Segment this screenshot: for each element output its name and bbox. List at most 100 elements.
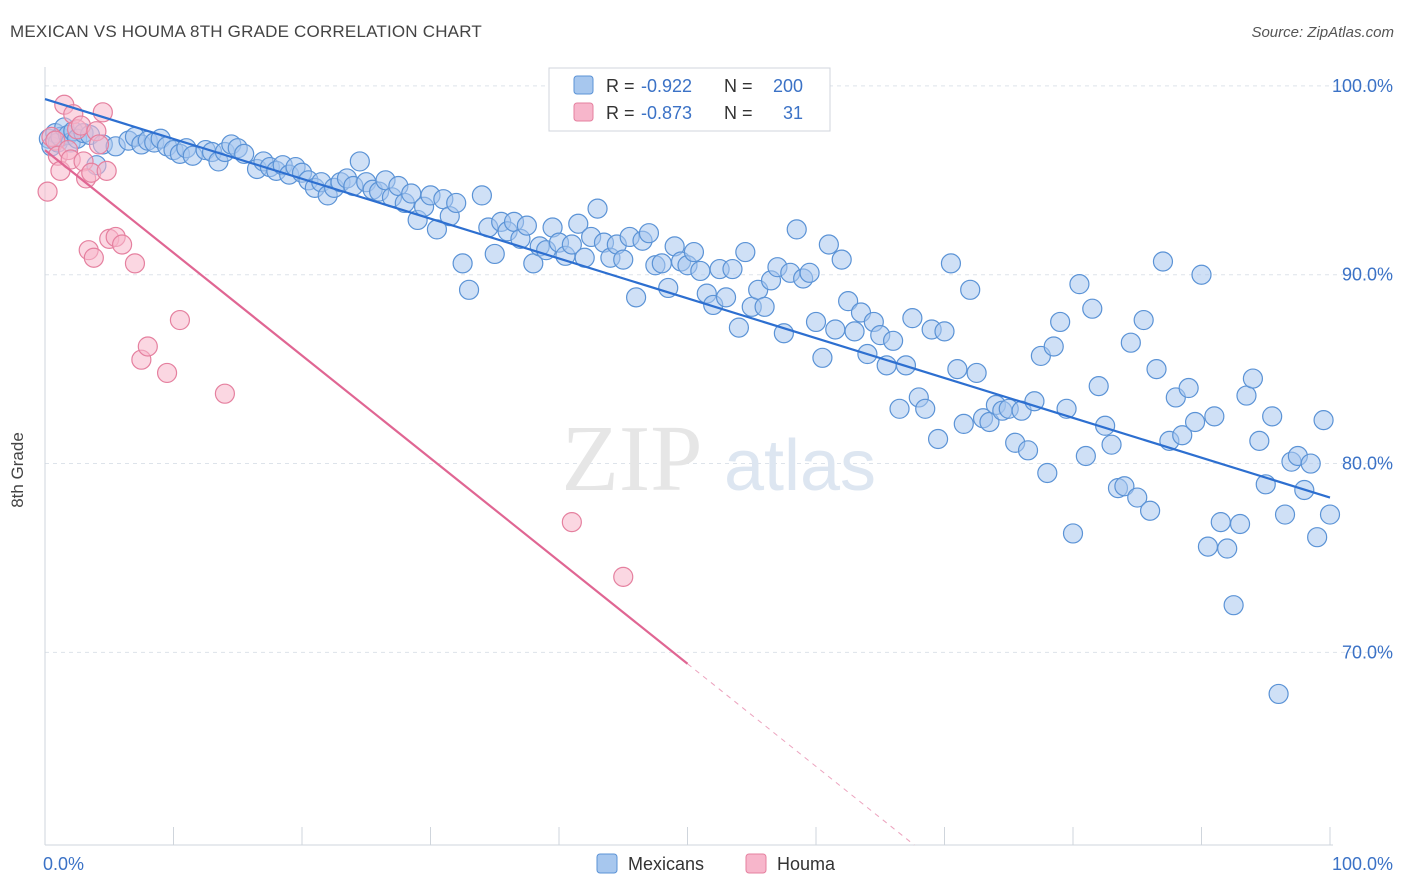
data-point <box>156 362 178 384</box>
trend-line-houma <box>44 149 689 665</box>
data-point <box>1172 425 1193 446</box>
data-point <box>1146 359 1167 380</box>
source-label: Source: ZipAtlas.com <box>1251 24 1394 41</box>
data-point <box>1236 385 1257 406</box>
data-point <box>651 253 672 274</box>
data-point <box>88 134 110 155</box>
data-point <box>1274 504 1296 525</box>
data-point <box>960 279 981 300</box>
data-point <box>446 192 467 214</box>
data-point <box>1037 462 1058 484</box>
data-point <box>1184 411 1206 433</box>
data-point <box>1268 683 1289 705</box>
data-point <box>927 428 949 450</box>
legend-r-value: -0.922 <box>641 76 692 96</box>
data-point <box>1152 251 1174 272</box>
data-point <box>1062 523 1084 544</box>
data-point <box>1319 504 1341 525</box>
data-point <box>683 241 705 263</box>
data-point <box>561 234 582 255</box>
data-point <box>214 383 235 404</box>
data-point <box>1249 430 1270 451</box>
axes <box>44 67 1333 846</box>
bottom-legend-label: Mexicans <box>628 854 704 874</box>
data-point <box>773 323 794 344</box>
data-point <box>754 296 775 317</box>
bottom-legend-swatch-houma <box>745 853 767 874</box>
y-tick-label: 100.0% <box>1332 76 1393 96</box>
data-point <box>953 413 974 434</box>
data-point <box>1300 453 1321 474</box>
data-point <box>568 213 589 234</box>
x-tick-label: 0.0% <box>43 854 84 874</box>
data-point <box>799 262 820 283</box>
legend-box-frame <box>548 67 831 132</box>
data-point <box>1223 595 1244 616</box>
mexicans-points <box>38 117 1341 705</box>
data-point <box>902 308 923 329</box>
data-point <box>1178 377 1199 399</box>
data-point <box>915 398 936 419</box>
bottom-legend: Mexicans Houma <box>596 853 836 874</box>
y-tick-label: 90.0% <box>1342 265 1393 285</box>
data-point <box>1313 410 1334 431</box>
data-point <box>124 253 146 274</box>
legend-n-label: N = <box>724 76 753 96</box>
data-point <box>1262 406 1283 427</box>
data-point <box>484 243 505 265</box>
data-point <box>1043 336 1064 357</box>
data-point <box>92 102 113 123</box>
data-point <box>812 347 833 368</box>
bottom-legend-swatch-mexicans <box>596 853 618 874</box>
trend-lines <box>44 98 1331 846</box>
data-point <box>934 321 955 342</box>
y-tick-label: 80.0% <box>1342 454 1393 474</box>
data-point <box>966 362 987 384</box>
watermark-zip: ZIP <box>562 407 703 511</box>
data-point <box>1120 332 1141 353</box>
data-point <box>786 219 807 240</box>
data-point <box>1101 434 1122 455</box>
watermark: ZIP atlas <box>562 407 877 511</box>
legend-box: R = -0.922 N = 200 R = -0.873 N = 31 <box>548 67 831 132</box>
data-point <box>111 234 133 255</box>
data-point <box>137 336 158 357</box>
data-point <box>638 223 660 244</box>
data-point <box>735 241 756 263</box>
trend-line-houma-extension <box>687 663 915 846</box>
data-point <box>1069 274 1090 295</box>
data-point <box>1075 445 1096 467</box>
data-point <box>728 317 750 338</box>
data-point <box>889 398 910 419</box>
data-point <box>690 260 711 282</box>
data-point <box>96 160 117 181</box>
data-point <box>882 330 904 351</box>
legend-n-value: 200 <box>773 76 803 96</box>
grid-lines <box>45 85 1390 653</box>
data-point <box>947 359 968 380</box>
y-tick-label: 70.0% <box>1342 642 1393 662</box>
data-point <box>1307 527 1328 548</box>
data-point <box>844 321 865 342</box>
data-point <box>1217 538 1238 559</box>
data-point <box>1229 513 1251 535</box>
data-point <box>37 181 58 202</box>
data-point <box>587 198 608 219</box>
data-point <box>1191 264 1212 285</box>
legend-swatch-mexicans <box>573 75 594 95</box>
y-tick-labels: 100.0% 90.0% 80.0% 70.0% <box>1332 76 1393 663</box>
legend-r-label: R = <box>606 76 635 96</box>
data-point <box>1088 376 1109 397</box>
data-point <box>471 185 492 206</box>
chart-title: MEXICAN VS HOUMA 8TH GRADE CORRELATION C… <box>10 22 482 41</box>
data-point <box>1114 476 1135 497</box>
data-point <box>1197 536 1219 557</box>
houma-points <box>37 94 634 587</box>
data-point <box>940 253 962 274</box>
data-point <box>831 249 852 270</box>
data-point <box>169 309 191 331</box>
data-point <box>722 258 743 280</box>
watermark-atlas: atlas <box>724 426 876 506</box>
data-point <box>818 234 839 255</box>
